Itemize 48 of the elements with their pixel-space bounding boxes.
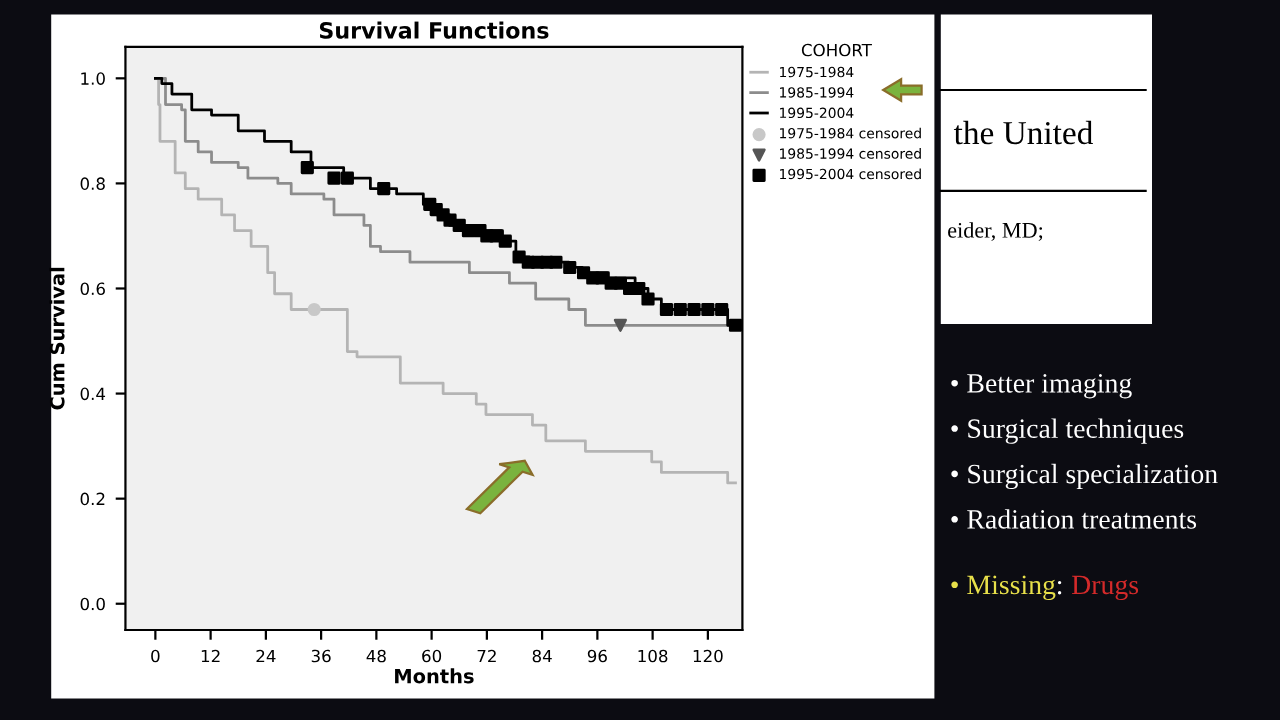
point [300, 161, 314, 175]
point [641, 292, 655, 306]
x-tick-label: 108 [638, 649, 668, 663]
y-tick-label: 0.2 [80, 492, 105, 506]
point [377, 182, 391, 196]
y-tick-label: 0.8 [80, 177, 105, 190]
point [715, 302, 729, 317]
x-tick-label: 48 [366, 649, 386, 663]
y-tick-label: 1.0 [81, 72, 105, 85]
chart-title: Survival Functions [319, 21, 549, 39]
point [498, 234, 512, 248]
point [340, 171, 354, 185]
text: • Surgical techniques [951, 418, 1184, 444]
text: • Surgical specialization [951, 463, 1218, 490]
point [489, 229, 503, 243]
point [728, 318, 743, 332]
point [613, 318, 627, 332]
text: eider, MD; [948, 222, 1043, 242]
text: : [1057, 580, 1062, 595]
point [327, 171, 341, 185]
point [687, 302, 701, 317]
point [595, 271, 609, 285]
x-axis-title: Months [395, 668, 474, 684]
x-tick-label: 120 [693, 649, 723, 663]
point [701, 302, 715, 317]
point [659, 302, 674, 317]
x-tick-label: 84 [532, 649, 552, 663]
y-axis-title: Cum Survival [49, 267, 65, 410]
x-tick-label: 12 [201, 649, 220, 663]
legend-title: COHORT [801, 43, 872, 57]
point [307, 302, 321, 317]
x-tick-label: 60 [422, 649, 442, 663]
text: • Better imaging [951, 374, 1132, 399]
x-tick-label: 96 [587, 649, 607, 663]
point [549, 255, 563, 269]
y-tick-label: 0.6 [80, 282, 105, 296]
x-tick-label: 72 [477, 649, 496, 663]
text: the United [953, 120, 1093, 145]
x-tick-label: 36 [311, 649, 331, 663]
y-tick-label: 0.0 [80, 597, 105, 611]
text: • Radiation treatments [951, 509, 1197, 529]
y-tick-label: 0.4 [80, 387, 106, 401]
text: • Missing [951, 575, 1056, 600]
text: Drugs [1071, 575, 1139, 600]
x-tick-label: 0 [151, 649, 160, 663]
point [673, 302, 687, 317]
point [563, 260, 577, 275]
x-tick-label: 24 [256, 649, 276, 663]
